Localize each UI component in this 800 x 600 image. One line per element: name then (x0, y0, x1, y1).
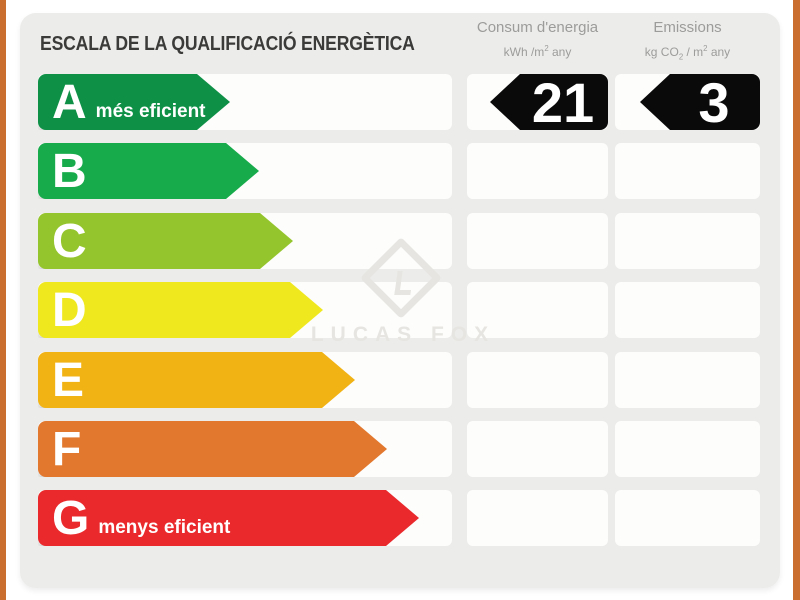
emissions-cell (615, 421, 760, 477)
consumption-value-badge: 21 (490, 74, 608, 130)
rating-bar-arrow: D (38, 282, 323, 338)
unit-part: 2 (678, 52, 684, 62)
rating-bar-arrow: F (38, 421, 387, 477)
consumption-cell (467, 282, 608, 338)
watermark-text: LUCAS FOX (310, 323, 496, 346)
rating-letter: F (52, 423, 82, 476)
rating-bar-arrow: B (38, 143, 259, 199)
rating-row-d: D (20, 282, 780, 338)
consumption-cell: 21 (467, 74, 608, 130)
rating-descriptor: més eficient (95, 101, 206, 122)
consumption-cell (467, 352, 608, 408)
rating-letter: D (52, 284, 87, 337)
rating-letter: A (52, 76, 87, 129)
energy-scale-card: ESCALA DE LA QUALIFICACIÓ ENERGÈTICA Con… (20, 13, 780, 588)
rating-row-b: B (20, 143, 780, 199)
column-header-emissions: Emissions kg CO2 / m2 any (615, 19, 760, 64)
column-header-consumption: Consum d'energia kWh /m2 any (467, 19, 608, 60)
unit-part: any (707, 45, 731, 59)
rating-bar-arrow: E (38, 352, 355, 408)
rating-bar-arrow: A més eficient (38, 74, 230, 130)
rating-row-c: C (20, 213, 780, 269)
emissions-cell (615, 213, 760, 269)
emissions-label: Emissions (653, 19, 722, 36)
rating-letter: C (52, 215, 87, 268)
unit-part: 2 (703, 44, 708, 53)
rating-row-f: F (20, 421, 780, 477)
rating-bar-arrow: C (38, 213, 293, 269)
unit-part: 2 (544, 44, 549, 53)
emissions-cell (615, 490, 760, 546)
consumption-cell (467, 143, 608, 199)
unit-part: any (548, 45, 572, 59)
rating-bar-arrow: G menys eficient (38, 490, 419, 546)
consumption-cell (467, 213, 608, 269)
emissions-cell (615, 143, 760, 199)
page-title: ESCALA DE LA QUALIFICACIÓ ENERGÈTICA (40, 33, 415, 55)
emissions-cell (615, 352, 760, 408)
consumption-cell (467, 490, 608, 546)
rating-letter: G (52, 492, 90, 545)
consumption-label: Consum d'energia (476, 19, 599, 36)
left-border-stripe (0, 0, 6, 600)
rating-letter: E (52, 354, 85, 407)
rating-row-e: E (20, 352, 780, 408)
rating-scale-rows: 21 3 A més eficient B C D (20, 13, 780, 588)
emissions-cell: 3 (615, 74, 760, 130)
unit-part: kg CO (644, 45, 679, 59)
emissions-units: kg CO2 / m2 any (615, 41, 760, 64)
rating-row-g: G menys eficient (20, 490, 780, 546)
rating-letter: B (52, 145, 87, 198)
emissions-value-badge: 3 (640, 74, 760, 130)
consumption-cell (467, 421, 608, 477)
rating-row-a: 21 3 A més eficient (20, 74, 780, 130)
consumption-value: 21 (531, 70, 595, 134)
emissions-value: 3 (698, 70, 730, 134)
unit-part: / m (683, 45, 704, 59)
emissions-cell (615, 282, 760, 338)
consumption-units: kWh /m2 any (467, 41, 608, 60)
right-border-stripe (793, 0, 800, 600)
watermark-fox-icon (394, 271, 414, 295)
unit-part: kWh /m (503, 45, 545, 59)
rating-descriptor: menys eficient (98, 517, 231, 538)
